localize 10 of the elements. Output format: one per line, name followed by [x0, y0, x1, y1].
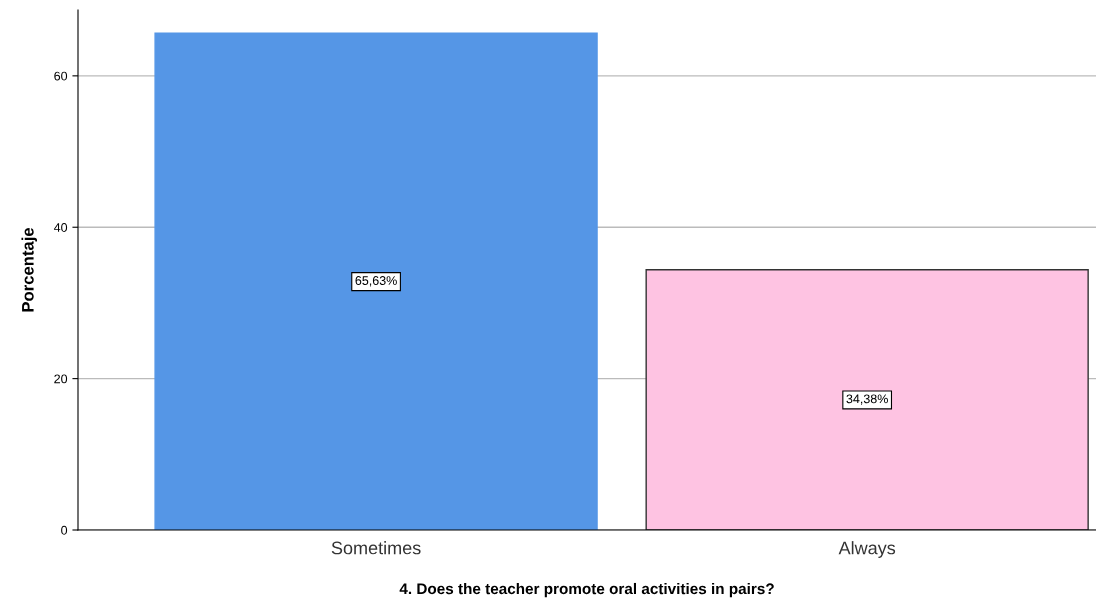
x-tick-label: Sometimes	[331, 541, 421, 555]
y-tick-label: 60	[54, 71, 68, 81]
y-tick-label: 40	[53, 223, 68, 232]
y-tick-label: 0	[61, 525, 68, 535]
x-axis-title: 4. Does the teacher promote oral activities in pairs?	[399, 582, 774, 598]
data-label: 65,63%	[355, 276, 397, 287]
y-axis-title: Porcentaje	[21, 227, 38, 312]
data-label: 34,38%	[846, 394, 888, 405]
x-tick-label: Always	[838, 541, 896, 558]
y-tick-label: 20	[54, 374, 68, 384]
